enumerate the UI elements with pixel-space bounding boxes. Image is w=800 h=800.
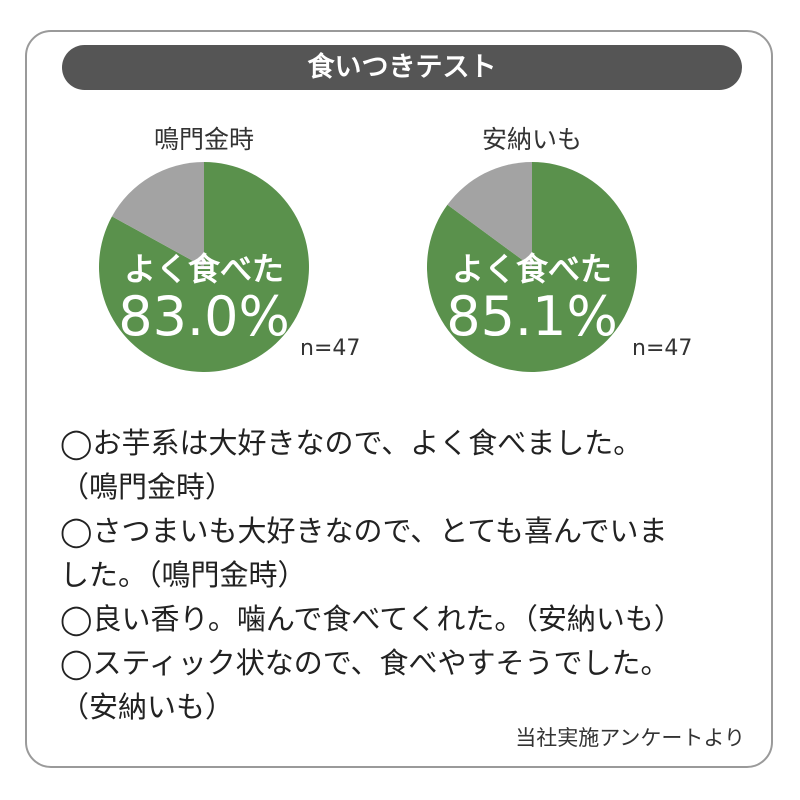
source-note: 当社実施アンケートより: [515, 726, 745, 750]
pie-n-1: n=47: [300, 336, 360, 361]
pie-slice-other: [447, 162, 532, 267]
comment-line: ◯お芋系は大好きなので、よく食べました。: [60, 426, 643, 460]
pie-n-2: n=47: [632, 336, 692, 361]
pie-label-2: よく食べた: [452, 250, 612, 288]
comment-line: した。（鳴門金時）: [60, 558, 307, 592]
comment-line: ◯さつまいも大好きなので、とても喜んでいま: [60, 514, 668, 548]
card-frame: [25, 30, 773, 768]
pie-chart-1: [99, 162, 310, 373]
pie-chart-2: [426, 162, 637, 372]
page-title: 食いつきテスト: [62, 45, 742, 90]
comment-line: （安納いも）: [60, 690, 235, 724]
comment-line: ◯良い香り。噛んで食べてくれた。（安納いも）: [60, 602, 683, 636]
pie-slice-ate-well: [99, 162, 310, 373]
comment-line: （鳴門金時）: [60, 470, 235, 504]
pie-value-1: 83.0%: [118, 285, 290, 348]
pie-label-1: よく食べた: [124, 250, 284, 288]
comment-line: ◯スティック状なので、食べやすそうでした。: [60, 646, 670, 680]
pie-slice-other: [111, 162, 204, 267]
pie-title-2: 安納いも: [481, 125, 582, 154]
pie-title-1: 鳴門金時: [153, 125, 254, 154]
pie-value-2: 85.1%: [446, 285, 618, 348]
